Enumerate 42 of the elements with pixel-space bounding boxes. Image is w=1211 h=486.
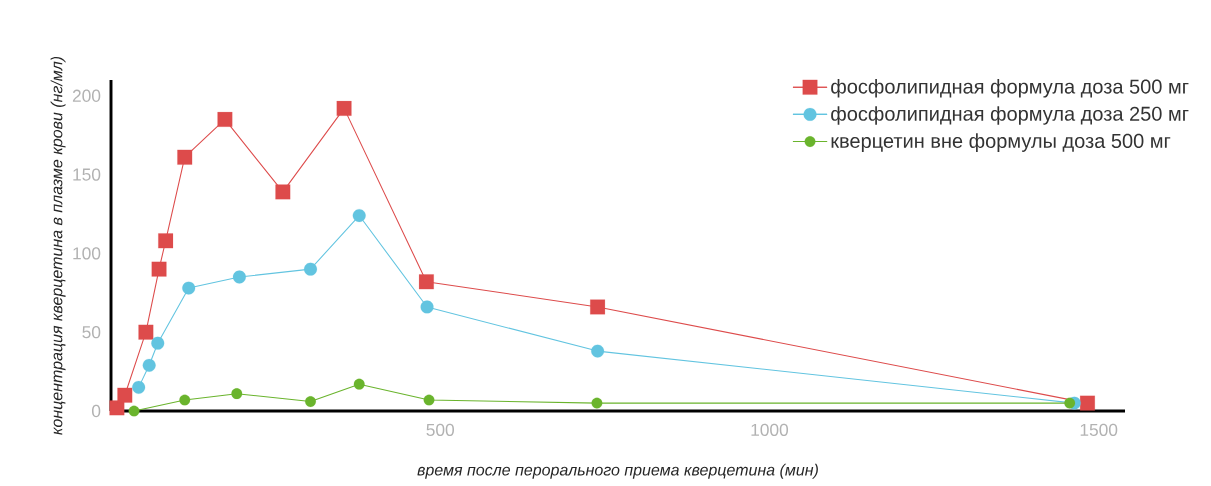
- point: [353, 378, 365, 390]
- point: [158, 233, 174, 249]
- point: [151, 336, 165, 350]
- point: [117, 387, 133, 403]
- point: [132, 380, 146, 394]
- y-tick-label: 0: [91, 404, 101, 418]
- point: [352, 209, 366, 223]
- point: [142, 358, 156, 372]
- y-tick-label: 200: [72, 89, 101, 102]
- point: [423, 394, 435, 406]
- point: [1064, 397, 1076, 409]
- point: [109, 400, 125, 416]
- x-tick-label: 500: [426, 423, 455, 436]
- y-tick-label: 150: [73, 168, 101, 181]
- x-tick-label: 1000: [751, 423, 789, 436]
- point: [182, 281, 196, 295]
- point: [138, 324, 154, 340]
- point: [275, 184, 291, 200]
- point: [177, 149, 193, 165]
- point: [420, 300, 434, 314]
- point: [151, 261, 167, 277]
- legend-label: фосфолипидная формула доза 500 мг: [831, 78, 1189, 98]
- point: [232, 270, 246, 284]
- x-tick-label: 1500: [1080, 423, 1118, 436]
- point: [336, 100, 352, 116]
- point: [128, 405, 140, 417]
- point: [305, 396, 316, 407]
- y-tick-label: 50: [82, 326, 101, 339]
- legend-label: кверцетин вне формулы доза 500 мг: [831, 133, 1171, 152]
- point: [590, 299, 605, 315]
- point: [591, 344, 605, 358]
- point: [179, 394, 191, 406]
- point: [1080, 395, 1095, 411]
- y-tick-label: 100: [73, 247, 101, 260]
- point: [217, 111, 233, 127]
- point: [231, 388, 243, 400]
- legend-label: фосфолипидная формула доза 250 мг: [831, 106, 1189, 125]
- point: [418, 274, 434, 290]
- point: [304, 262, 317, 276]
- point: [591, 397, 603, 409]
- x-axis-title: время после перорального приема кверцетина (мин): [417, 463, 818, 479]
- y-axis-title: концентрация кверцетина в плазме крови (нг/мл): [50, 56, 66, 435]
